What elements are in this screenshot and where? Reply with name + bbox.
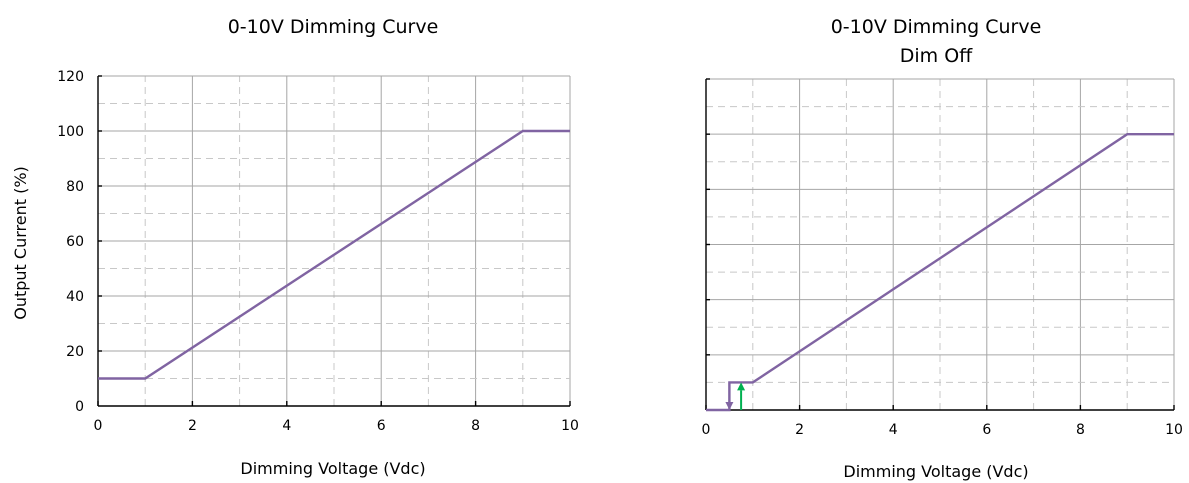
- y-tick-label: 120: [57, 69, 84, 85]
- x-tick-label: 0: [94, 418, 103, 434]
- arrow-up-icon: [737, 382, 746, 391]
- x-tick-label: 2: [795, 422, 804, 438]
- x-tick-label: 10: [561, 418, 579, 434]
- chart-title: 0-10V Dimming Curve: [228, 16, 439, 38]
- x-tick-label: 8: [471, 418, 480, 434]
- dim-off-curve-chart: 0-10V Dimming Curve Dim Off Dimming Volt…: [600, 0, 1189, 483]
- y-tick-label: 60: [66, 234, 84, 250]
- y-tick-label: 20: [66, 344, 84, 360]
- y-tick-label: 40: [66, 289, 84, 305]
- dim-off-curve-svg: 0-10V Dimming Curve Dim Off Dimming Volt…: [702, 16, 1183, 481]
- x-tick-label: 6: [982, 422, 991, 438]
- dimming-curve-line: [98, 129, 570, 380]
- x-tick-label: 2: [188, 418, 197, 434]
- dimming-curve-line: [706, 132, 1174, 412]
- y-axis-label: Output Current (%): [11, 166, 30, 320]
- x-axis-label: Dimming Voltage (Vdc): [240, 459, 425, 478]
- y-tick-label: 0: [75, 399, 84, 415]
- chart-title: 0-10V Dimming Curve: [831, 16, 1042, 38]
- x-tick-label: 8: [1076, 422, 1085, 438]
- x-tick-label: 4: [282, 418, 291, 434]
- y-tick-label: 100: [57, 124, 84, 140]
- x-tick-label: 10: [1165, 422, 1183, 438]
- x-tick-label: 4: [889, 422, 898, 438]
- arrow-down-icon: [725, 402, 734, 410]
- chart-subtitle: Dim Off: [900, 45, 973, 67]
- x-tick-label: 6: [377, 418, 386, 434]
- x-tick-label: 0: [702, 422, 711, 438]
- y-tick-label: 80: [66, 179, 84, 195]
- x-axis-label: Dimming Voltage (Vdc): [843, 462, 1028, 481]
- dimming-curve-chart: 0-10V Dimming Curve Dimming Voltage (Vdc…: [11, 16, 579, 478]
- dimming-curve-svg: 0-10V Dimming Curve Dimming Voltage (Vdc…: [11, 16, 579, 478]
